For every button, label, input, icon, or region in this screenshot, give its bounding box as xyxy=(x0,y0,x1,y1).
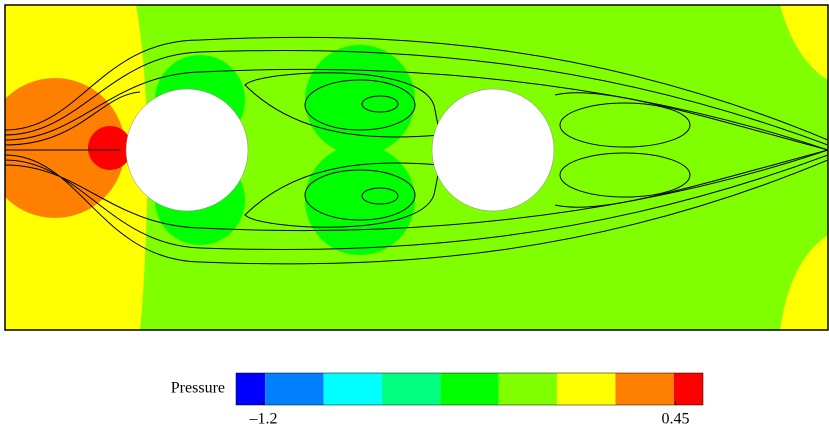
colorbar-segment xyxy=(381,373,441,405)
cylinder xyxy=(431,88,555,212)
colorbar-segment xyxy=(323,373,382,405)
colorbar-segment xyxy=(265,373,324,405)
colorbar-segment xyxy=(615,373,674,405)
colorbar-tick-label: –1.2 xyxy=(248,411,277,428)
stagnation-point xyxy=(88,126,132,170)
domain-border xyxy=(4,4,829,331)
colorbar-tick-label: 0.45 xyxy=(662,411,690,428)
colorbar-segment xyxy=(557,373,616,405)
high-pressure-region xyxy=(780,235,828,330)
colorbar-segment xyxy=(673,373,703,405)
colorbar-segment xyxy=(440,373,499,405)
low-pressure-region xyxy=(305,145,415,255)
pressure-field xyxy=(5,5,828,330)
colorbar-segment xyxy=(498,373,558,405)
high-pressure-region xyxy=(780,5,828,80)
colorbar-frame xyxy=(235,372,704,406)
colorbar-segment xyxy=(236,373,266,405)
cylinder xyxy=(125,88,249,212)
colorbar-label: Pressure xyxy=(171,380,225,397)
streamlines xyxy=(5,36,828,265)
low-pressure-region xyxy=(305,45,415,155)
